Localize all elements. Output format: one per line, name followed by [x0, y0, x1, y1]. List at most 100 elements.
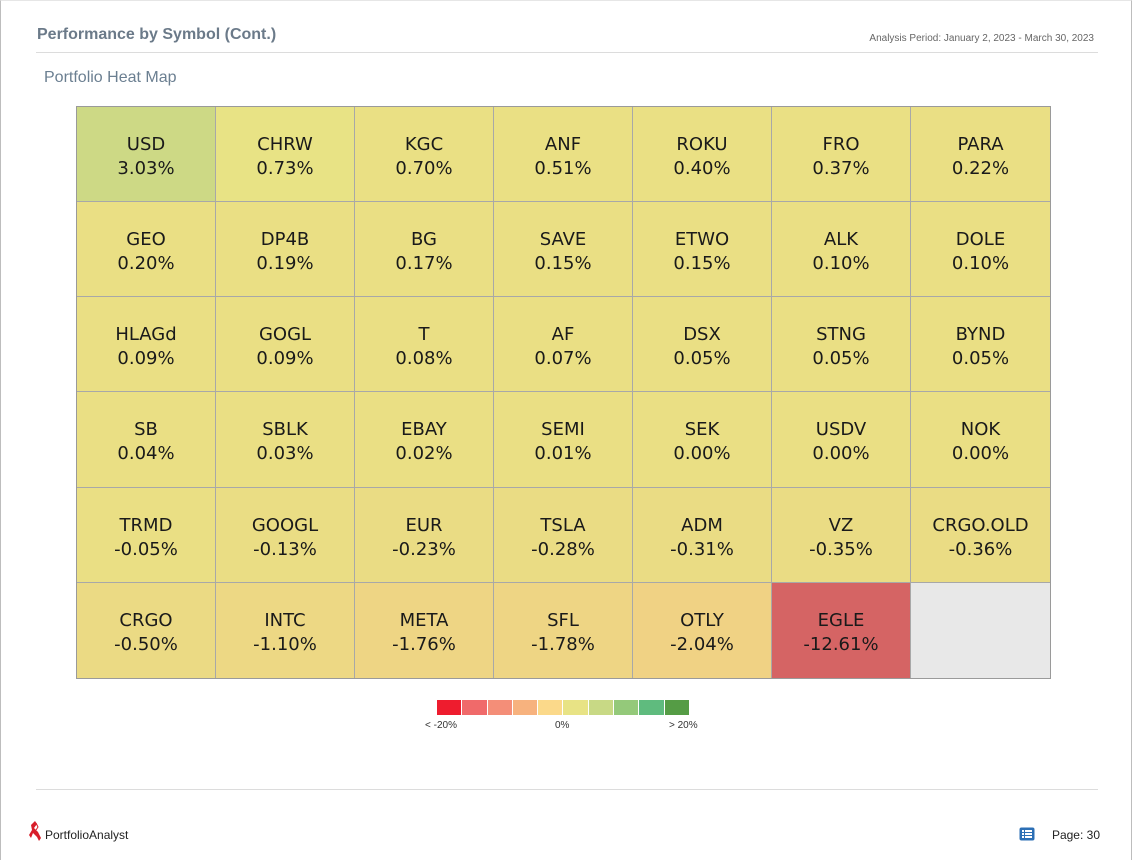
return-value: 0.19% — [256, 253, 314, 275]
symbol-label: USDV — [815, 419, 867, 441]
symbol-label: SFL — [547, 609, 579, 631]
symbol-label: NOK — [960, 419, 1001, 441]
heatmap-cell-dp4b: DP4B 0.19% — [216, 202, 355, 298]
heatmap-cell-fro: FRO 0.37% — [772, 107, 911, 203]
heatmap-cell-alk: ALK 0.10% — [772, 202, 911, 298]
heatmap-cell-googl: GOOGL -0.13% — [216, 487, 355, 583]
portfolioanalyst-logo-icon — [29, 821, 41, 841]
symbol-label: BYND — [955, 324, 1006, 346]
heatmap-cell-bynd: BYND 0.05% — [911, 297, 1050, 393]
heatmap-cell-sfl: SFL -1.78% — [494, 582, 633, 678]
return-value: -0.31% — [670, 538, 734, 560]
symbol-label: CRGO — [119, 609, 173, 631]
heatmap-cell-hlagd: HLAGd 0.09% — [77, 297, 216, 393]
return-value: 0.10% — [951, 253, 1010, 275]
symbol-label: EUR — [405, 514, 443, 536]
return-value: -0.28% — [531, 538, 595, 560]
legend-min-label: < -20% — [425, 720, 457, 731]
heatmap-cell-sb: SB 0.04% — [77, 392, 216, 488]
legend-swatch — [512, 700, 539, 715]
return-value: 0.08% — [395, 348, 453, 370]
legend-labels: < -20% 0% > 20% — [425, 720, 698, 734]
symbol-label: AF — [551, 324, 575, 346]
heatmap-cell-otly: OTLY -2.04% — [633, 582, 772, 678]
footer-divider — [36, 789, 1098, 790]
symbol-label: VZ — [828, 514, 854, 536]
symbol-label: PARA — [957, 134, 1004, 155]
heatmap-cell-t: T 0.08% — [355, 297, 494, 393]
heatmap-cell-ebay: EBAY 0.02% — [355, 392, 494, 488]
color-legend: < -20% 0% > 20% — [425, 700, 698, 734]
heatmap-cell-sblk: SBLK 0.03% — [216, 392, 355, 488]
return-value: 0.73% — [256, 158, 314, 179]
return-value: 0.09% — [117, 348, 175, 370]
return-value: 0.02% — [395, 443, 453, 465]
heatmap-cell-usd: USD 3.03% — [77, 107, 216, 203]
heatmap-cell-kgc: KGC 0.70% — [355, 107, 494, 203]
heatmap-cell-trmd: TRMD -0.05% — [77, 487, 216, 583]
return-value: 0.15% — [534, 253, 592, 275]
symbol-label: ADM — [681, 514, 723, 536]
symbol-label: ANF — [544, 134, 582, 155]
symbol-label: EGLE — [817, 609, 865, 631]
heatmap-cell-crgo-old: CRGO.OLD -0.36% — [911, 487, 1050, 583]
heatmap-cell-adm: ADM -0.31% — [633, 487, 772, 583]
heatmap-cell-bg: BG 0.17% — [355, 202, 494, 298]
return-value: 0.51% — [534, 158, 592, 179]
symbol-label: GEO — [126, 229, 166, 251]
heatmap-cell-anf: ANF 0.51% — [494, 107, 633, 203]
heatmap-cell-dsx: DSX 0.05% — [633, 297, 772, 393]
return-value: 0.05% — [673, 348, 731, 370]
symbol-label: SBLK — [262, 419, 308, 441]
legend-swatch — [538, 700, 564, 715]
return-value: 0.04% — [117, 443, 175, 465]
symbol-label: GOGL — [258, 324, 312, 346]
symbol-label: SB — [134, 419, 158, 441]
heatmap-cell-nok: NOK 0.00% — [911, 392, 1050, 488]
legend-swatch — [639, 700, 665, 715]
symbol-label: META — [399, 609, 449, 631]
symbol-label: SEK — [684, 419, 720, 441]
legend-color-scale — [437, 700, 689, 715]
footer-brand: PortfolioAnalyst — [45, 828, 129, 842]
return-value: -1.78% — [531, 633, 595, 655]
symbol-label: ETWO — [674, 229, 730, 251]
return-value: 0.07% — [534, 348, 592, 370]
return-value: -0.23% — [392, 538, 456, 560]
legend-swatch — [563, 700, 589, 715]
symbol-label: T — [418, 324, 430, 346]
page-number: Page: 30 — [1051, 828, 1100, 842]
return-value: 0.10% — [812, 253, 870, 275]
symbol-label: USD — [126, 134, 166, 155]
symbol-label: SAVE — [539, 229, 587, 251]
legend-swatch — [487, 700, 513, 715]
symbol-label: TRMD — [119, 514, 173, 536]
symbol-label: EBAY — [401, 419, 447, 441]
return-value: -0.05% — [114, 538, 178, 560]
heatmap-cell-roku: ROKU 0.40% — [633, 107, 772, 203]
report-list-icon[interactable] — [1019, 827, 1035, 841]
return-value: 3.03% — [117, 158, 175, 179]
return-value: 0.70% — [395, 158, 453, 179]
symbol-label: STNG — [816, 324, 866, 346]
return-value: 0.40% — [673, 158, 731, 179]
heatmap-cell-af: AF 0.07% — [494, 297, 633, 393]
heatmap-cell-dole: DOLE 0.10% — [911, 202, 1050, 298]
heatmap-cell-eur: EUR -0.23% — [355, 487, 494, 583]
heatmap-cell-empty — [911, 582, 1050, 678]
return-value: -0.13% — [253, 538, 317, 560]
legend-swatch — [588, 700, 615, 715]
return-value: -1.76% — [392, 633, 456, 655]
heatmap-cell-geo: GEO 0.20% — [77, 202, 216, 298]
symbol-label: DSX — [683, 324, 721, 346]
return-value: -0.36% — [948, 538, 1013, 560]
return-value: 0.17% — [395, 253, 453, 275]
symbol-label: CHRW — [257, 134, 313, 155]
symbol-label: ROKU — [676, 134, 728, 155]
return-value: 0.37% — [812, 158, 870, 179]
return-value: 0.00% — [951, 443, 1010, 465]
return-value: 0.01% — [534, 443, 592, 465]
return-value: 0.22% — [951, 158, 1010, 179]
heatmap-cell-stng: STNG 0.05% — [772, 297, 911, 393]
symbol-label: KGC — [404, 134, 444, 155]
